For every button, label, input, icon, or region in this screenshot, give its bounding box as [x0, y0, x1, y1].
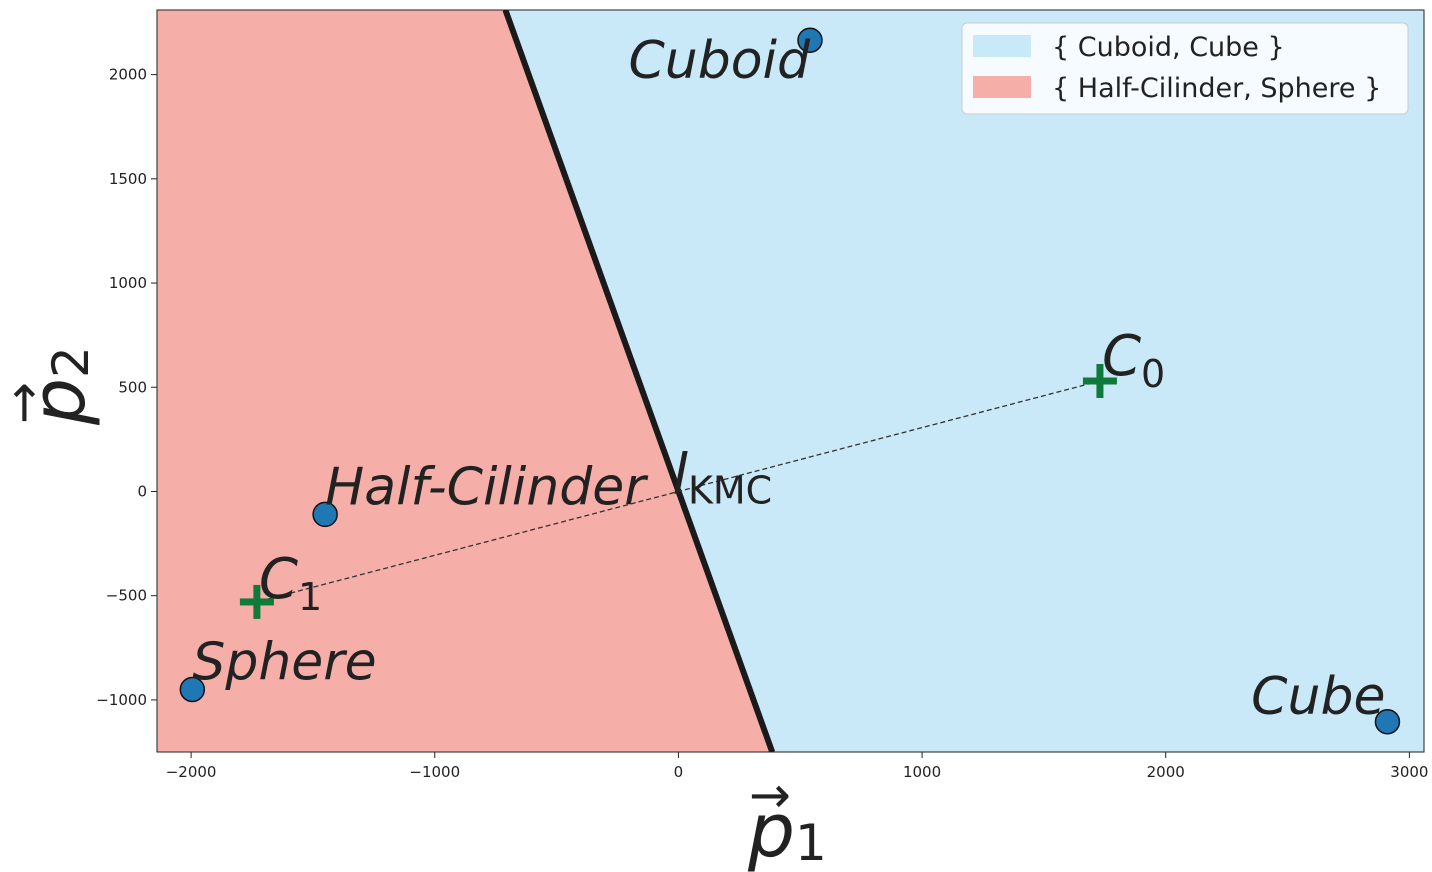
- legend-swatch: [973, 35, 1031, 57]
- legend-swatch: [973, 76, 1031, 98]
- centroid-label-sub: 0: [1141, 352, 1165, 396]
- centroid-label: C1: [259, 547, 322, 619]
- legend-box: [961, 22, 1409, 115]
- region-cuboid-cube: [505, 10, 1424, 752]
- y-tick-label: −500: [106, 587, 147, 605]
- x-axis-label-arrow: →: [749, 766, 791, 824]
- point-label: Sphere: [192, 632, 376, 692]
- data-point: [179, 676, 206, 703]
- y-tick-label: −1000: [96, 691, 147, 709]
- point-label: Half-Cilinder: [325, 457, 649, 517]
- data-point: [1374, 709, 1401, 735]
- y-tick-label: 1000: [109, 274, 147, 292]
- x-tick-label: 1000: [903, 763, 941, 781]
- decision-regions: [157, 10, 1424, 752]
- axis-titles: p1→p2→: [0, 346, 827, 872]
- x-tick-label: 3000: [1390, 763, 1428, 781]
- x-axis-label-main: p: [747, 788, 795, 872]
- legend-entry-label: { Cuboid, Cube }: [1052, 32, 1285, 63]
- plot-frame: [156, 9, 1425, 753]
- chart-lines: [256, 10, 1101, 752]
- x-tick-label: −1000: [409, 763, 460, 781]
- boundary-label-sub: KMC: [688, 468, 772, 512]
- x-tick-label: 2000: [1147, 763, 1185, 781]
- x-tick-label: 0: [674, 763, 684, 781]
- y-axis-label: p2: [16, 346, 102, 426]
- point-label: Cube: [1251, 667, 1385, 727]
- y-tick-label: 2000: [109, 66, 147, 84]
- decision-boundary-line: [502, 10, 776, 752]
- x-axis-label-sub: 1: [795, 814, 827, 872]
- x-axis-label: p1: [747, 788, 827, 872]
- data-point: [797, 27, 823, 53]
- centroid-connector-line: [256, 380, 1101, 603]
- y-axis-label-main: p: [16, 378, 102, 426]
- x-axis-ticks: −2000 −1000 0 1000 2000 3000: [166, 752, 1428, 781]
- centroid-label-main: C: [1102, 324, 1141, 389]
- region-halfcilinder-sphere: [157, 10, 773, 752]
- legend-entry-label: { Half-Cilinder, Sphere }: [1052, 73, 1381, 104]
- centroid-label-main: C: [259, 547, 298, 612]
- y-axis-label-arrow: →: [0, 382, 52, 424]
- centroid-marker-v: [253, 584, 261, 619]
- y-axis-ticks: −1000 −500 0 500 1000 1500 2000: [96, 66, 157, 709]
- y-tick-label: 500: [118, 378, 147, 396]
- y-tick-label: 0: [137, 482, 147, 500]
- boundary-label-main: l: [672, 442, 688, 507]
- y-axis-label-sub: 2: [42, 346, 100, 378]
- data-point: [312, 501, 338, 528]
- y-axis-label-group: p2→: [0, 346, 102, 426]
- legend: { Cuboid, Cube } { Half-Cilinder, Sphere …: [961, 22, 1409, 115]
- centroid-label: C0: [1102, 324, 1165, 396]
- centroid-label-sub: 1: [298, 575, 322, 619]
- boundary-label: lKMC: [672, 442, 772, 512]
- centroid-marker-v: [1096, 364, 1104, 398]
- point-label: Cuboid: [628, 31, 811, 91]
- y-tick-label: 1500: [109, 170, 147, 188]
- x-tick-label: −2000: [166, 763, 217, 781]
